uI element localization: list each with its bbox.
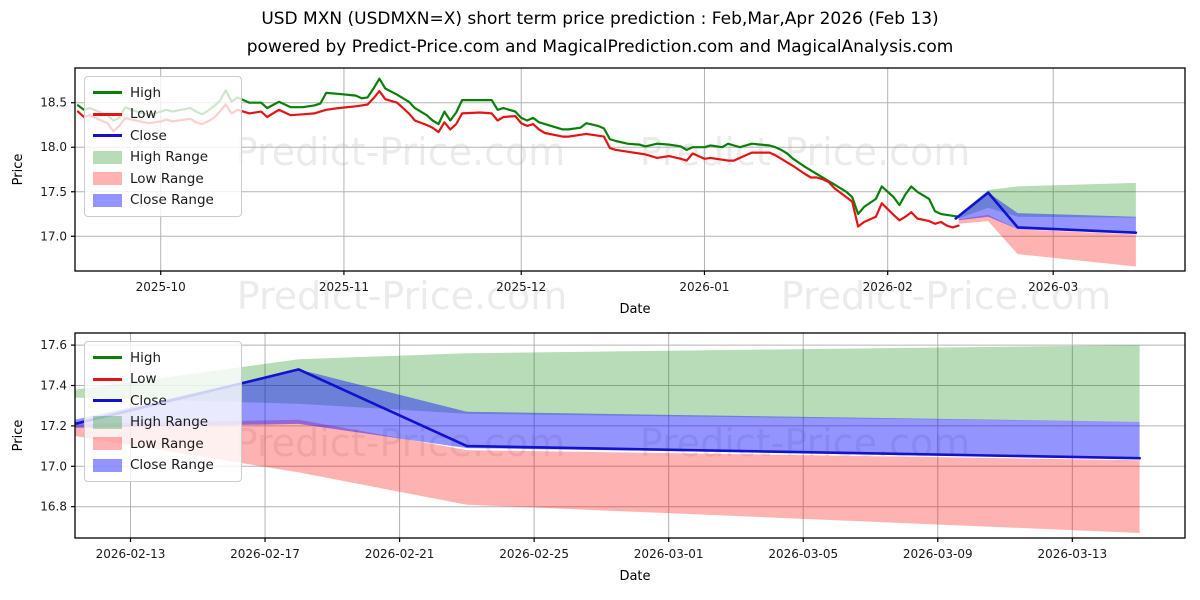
low-range-swatch [93, 437, 122, 451]
high-line-swatch [93, 91, 122, 95]
y-tick-label: 17.2 [40, 419, 67, 433]
band-high-range [75, 345, 1140, 422]
y-tick-label: 17.4 [40, 379, 67, 393]
legend-label-low-range: Low Range [130, 435, 204, 452]
watermark-text: Predict-Price.com [235, 130, 566, 174]
legend-item-high: High [93, 347, 233, 369]
band-close-range [75, 369, 1140, 459]
close-range-swatch [93, 193, 122, 207]
watermark-text: Predict-Price.com [237, 274, 568, 318]
x-tick-label: 2026-03-01 [634, 547, 704, 561]
x-tick-label: 2026-03-05 [768, 547, 838, 561]
legend-top-chart: High Low Close High Range Low Range Clos… [84, 76, 242, 217]
x-tick-label: 2026-03-09 [903, 547, 973, 561]
chart-title: USD MXN (USDMXN=X) short term price pred… [261, 9, 939, 29]
legend-label-close-range: Close Range [130, 457, 214, 474]
x-tick-label: 2025-10 [136, 280, 186, 294]
y-axis-title: Price [11, 420, 26, 452]
legend-label-low-range: Low Range [130, 170, 204, 187]
low-line-swatch [93, 377, 122, 381]
chart-forecast-detail: 2026-02-13 2026-02-17 2026-02-21 2026-02-25… [11, 332, 1186, 584]
legend-label-low: Low [130, 106, 157, 123]
chart-subtitle: powered by Predict-Price.com and Magical… [246, 37, 954, 57]
y-tick-label: 17.0 [40, 459, 67, 473]
legend-label-close: Close [130, 392, 167, 409]
y-tick-label: 17.5 [40, 185, 67, 199]
x-tick-label: 2026-03-13 [1037, 547, 1107, 561]
x-axis-title: Date [619, 302, 650, 317]
close-line-swatch [93, 134, 122, 138]
legend-item-close: Close [93, 390, 233, 412]
close-range-swatch [93, 458, 122, 472]
y-tick-label: 17.0 [40, 229, 67, 243]
x-tick-label: 2026-03 [1028, 280, 1078, 294]
legend-item-low-range: Low Range [93, 433, 233, 455]
x-tick-label: 2026-02-21 [365, 547, 435, 561]
legend-item-high-range: High Range [93, 412, 233, 434]
legend-item-low-range: Low Range [93, 168, 233, 190]
legend-label-close-range: Close Range [130, 192, 214, 209]
x-tick-label: 2026-02-13 [96, 547, 166, 561]
watermark-text: Predict-Price.com [781, 274, 1112, 318]
chart-historical-and-forecast: 2025-10 2025-11 2025-12 2026-01 2026-02 2026-… [11, 67, 1186, 317]
high-range-swatch [93, 150, 122, 164]
legend-item-low: Low [93, 369, 233, 391]
legend-label-high: High [130, 84, 162, 101]
y-tick-label: 17.6 [40, 338, 67, 352]
series-close-line [954, 191, 1138, 234]
x-tick-label: 2026-02 [863, 280, 913, 294]
y-axis-title: Price [11, 154, 26, 186]
legend-item-high-range: High Range [93, 147, 233, 169]
x-tick-label: 2025-11 [319, 280, 369, 294]
high-line-swatch [93, 356, 122, 360]
legend-label-high-range: High Range [130, 149, 209, 166]
x-tick-label: 2026-01 [679, 280, 729, 294]
low-line-swatch [93, 112, 122, 116]
legend-item-close: Close [93, 125, 233, 147]
legend-item-close-range: Close Range [93, 455, 233, 477]
band-low-range [75, 419, 1140, 533]
band-close-range [958, 192, 1136, 233]
y-tick-label: 16.8 [40, 500, 67, 514]
y-tick-label: 18.5 [40, 96, 67, 110]
legend-label-high-range: High Range [130, 414, 209, 431]
x-tick-label: 2026-02-25 [499, 547, 569, 561]
high-range-swatch [93, 415, 122, 429]
watermark-text: Predict-Price.com [640, 421, 971, 465]
close-line-swatch [93, 399, 122, 403]
legend-item-high: High [93, 82, 233, 104]
legend-label-close: Close [130, 127, 167, 144]
y-tick-label: 18.0 [40, 140, 67, 154]
legend-bottom-chart: High Low Close High Range Low Range Clos… [84, 341, 242, 482]
x-tick-label: 2026-02-17 [230, 547, 300, 561]
legend-item-close-range: Close Range [93, 190, 233, 212]
legend-label-high: High [130, 349, 162, 366]
legend-label-low: Low [130, 371, 157, 388]
x-axis-title: Date [619, 569, 650, 584]
legend-item-low: Low [93, 104, 233, 126]
plot-border [74, 332, 1186, 539]
x-tick-label: 2025-12 [496, 280, 546, 294]
low-range-swatch [93, 172, 122, 186]
plot-border [74, 67, 1186, 272]
band-low-range [958, 214, 1136, 267]
